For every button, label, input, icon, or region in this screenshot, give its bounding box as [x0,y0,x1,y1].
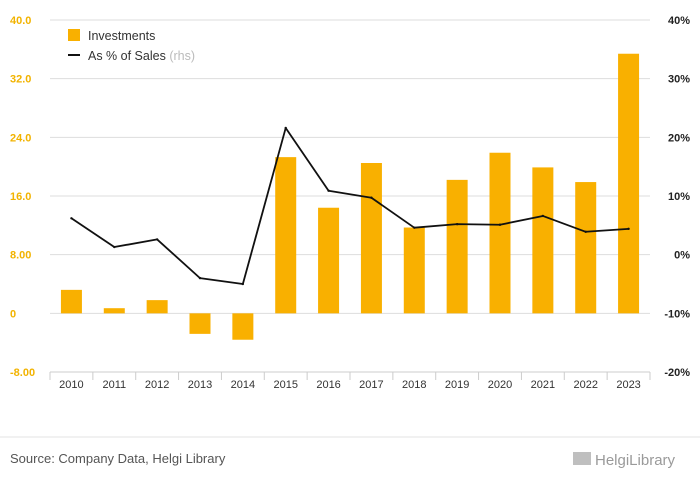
x-tick-label: 2016 [316,379,340,391]
line-point-2011 [113,245,116,249]
bar-2020 [489,152,511,314]
bar-2018 [403,227,425,314]
left-tick-label: 0 [10,308,16,320]
sales-pct-line [70,127,629,285]
left-axis: -8.00 0 8.00 16.0 24.0 32.0 40.0 [10,15,35,379]
brand-logo-text: HelgiLibrary [595,452,676,469]
x-tick-label: 2015 [273,379,297,391]
right-tick-label: -20% [664,367,690,379]
line-point-2018 [413,226,416,229]
legend-swatch-investments [68,29,80,41]
left-tick-label: 8.00 [10,250,31,262]
line-point-2013 [198,276,202,280]
right-tick-label: 20% [668,132,690,144]
gridlines [50,19,650,373]
right-axis: -20% -10% 0% 10% 20% 30% 40% [664,15,690,379]
x-tick-label: 2013 [188,379,212,391]
line-point-2022 [584,230,587,233]
x-tick-label: 2020 [488,379,512,391]
bar-2021 [532,167,554,314]
line-point-2017 [370,196,373,199]
right-tick-label: -10% [664,308,690,320]
x-tick-label: 2014 [231,379,255,391]
left-tick-label: 16.0 [10,191,31,203]
x-tick-label: 2021 [531,379,555,391]
brand-logo-icon [573,452,591,465]
bar-2013 [189,313,211,334]
bar-2015 [275,157,297,314]
line-point-2015 [284,126,287,130]
line-point-2016 [327,189,330,192]
right-tick-label: 10% [668,191,690,203]
line-point-2012 [155,238,159,241]
legend-label-sales-pct-main: As % of Sales [88,49,166,63]
bar-2016 [318,207,340,314]
bar-2023 [618,53,640,314]
x-tick-label: 2017 [359,379,383,391]
line-series [70,126,630,286]
line-point-2010 [70,217,73,220]
x-tick-label: 2018 [402,379,426,391]
line-point-2014 [241,282,245,286]
x-tick-label: 2022 [573,379,597,391]
brand-logo: HelgiLibrary [573,452,676,469]
line-point-2023 [627,227,630,231]
legend: Investments As % of Sales (rhs) [68,29,195,63]
left-tick-label: 40.0 [10,15,31,27]
right-tick-label: 30% [668,74,690,86]
bar-2012 [146,300,168,314]
bar-2017 [360,163,382,314]
x-tick-label: 2010 [59,379,83,391]
bar-2022 [575,182,597,314]
x-tick-label: 2019 [445,379,469,391]
bar-2019 [446,179,468,314]
source-note: Source: Company Data, Helgi Library [10,451,226,466]
legend-label-investments: Investments [88,29,155,43]
legend-label-sales-pct-suffix: (rhs) [169,49,195,63]
line-point-2019 [455,222,459,226]
bars [60,53,640,340]
bar-2014 [232,313,254,340]
legend-label-sales-pct: As % of Sales (rhs) [88,49,195,63]
x-tick-label: 2011 [102,379,126,391]
x-tick-label: 2023 [616,379,640,391]
left-tick-label: 32.0 [10,74,31,86]
line-point-2020 [498,223,502,226]
x-axis: 2010 2011 2012 2013 2014 2015 2016 2017 2018 2019… [49,371,651,391]
left-tick-label: -8.00 [10,367,35,379]
right-tick-label: 40% [668,15,690,27]
bar-2010 [60,289,82,314]
bar-2011 [103,308,125,314]
right-tick-label: 0% [674,250,690,262]
x-tick-label: 2012 [145,379,169,391]
line-point-2021 [541,214,545,218]
left-tick-label: 24.0 [10,132,31,144]
